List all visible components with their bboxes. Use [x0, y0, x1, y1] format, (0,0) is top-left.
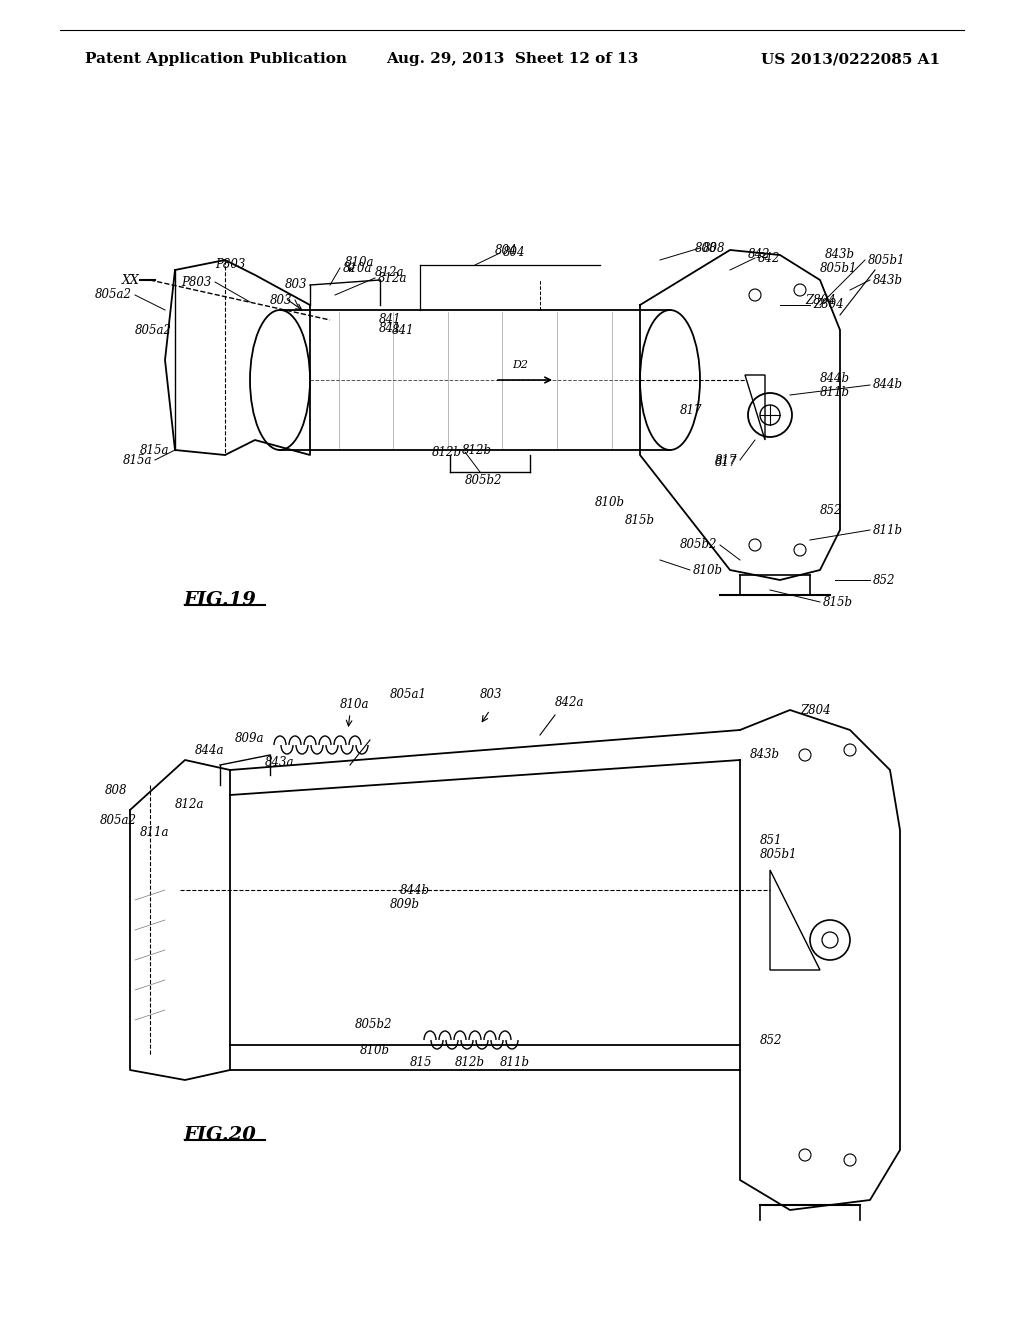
Text: 810a: 810a [345, 256, 375, 268]
Text: 812b: 812b [455, 1056, 485, 1068]
Text: 812a: 812a [175, 797, 205, 810]
Text: 805b2: 805b2 [465, 474, 503, 487]
Text: US 2013/0222085 A1: US 2013/0222085 A1 [761, 53, 940, 66]
Text: 811b: 811b [500, 1056, 530, 1068]
Text: P803: P803 [215, 259, 246, 272]
Text: 852: 852 [820, 503, 843, 516]
Text: 817: 817 [715, 454, 737, 466]
Text: 812b: 812b [462, 444, 492, 457]
Text: 809b: 809b [390, 899, 420, 912]
Text: 805b1: 805b1 [820, 261, 857, 275]
Text: 808: 808 [703, 242, 725, 255]
Text: FIG.19: FIG.19 [183, 591, 256, 609]
Text: 842: 842 [748, 248, 770, 261]
Text: 803: 803 [285, 279, 307, 292]
Text: Z804: Z804 [813, 298, 844, 312]
Text: 841: 841 [379, 322, 401, 334]
Text: 817: 817 [680, 404, 702, 417]
Text: 842a: 842a [555, 696, 585, 709]
Text: 803: 803 [269, 293, 292, 306]
Text: 844b: 844b [873, 379, 903, 392]
Text: 805a2: 805a2 [135, 323, 172, 337]
Text: 810b: 810b [595, 495, 625, 508]
Text: 805b2: 805b2 [680, 539, 717, 552]
Text: 843b: 843b [750, 748, 780, 762]
Text: 811b: 811b [873, 524, 903, 536]
Text: 844b: 844b [820, 371, 850, 384]
Text: Z804: Z804 [800, 704, 830, 717]
Text: 805a2: 805a2 [100, 813, 137, 826]
Text: 815a: 815a [140, 444, 170, 457]
Text: 812a: 812a [375, 265, 404, 279]
Text: 851: 851 [760, 833, 782, 846]
Text: 844a: 844a [195, 743, 224, 756]
Text: D2: D2 [512, 360, 528, 370]
Text: 843b: 843b [873, 273, 903, 286]
Text: 812b: 812b [432, 446, 462, 458]
Text: 852: 852 [873, 573, 896, 586]
Text: 805a1: 805a1 [390, 689, 427, 701]
Text: Patent Application Publication: Patent Application Publication [85, 53, 347, 66]
Text: 808: 808 [695, 242, 718, 255]
Text: 841: 841 [379, 313, 401, 326]
Text: 804: 804 [495, 243, 517, 256]
Text: 815: 815 [410, 1056, 432, 1068]
Text: 805b2: 805b2 [355, 1018, 392, 1031]
Text: 815b: 815b [823, 595, 853, 609]
Text: 810a: 810a [343, 261, 373, 275]
Text: 803: 803 [480, 688, 503, 701]
Text: 812a: 812a [378, 272, 408, 285]
Text: 815a: 815a [123, 454, 152, 466]
Text: 808: 808 [105, 784, 128, 796]
Text: 811b: 811b [820, 385, 850, 399]
Text: 805b1: 805b1 [760, 849, 798, 862]
Text: 852: 852 [760, 1034, 782, 1047]
Text: 841: 841 [392, 323, 415, 337]
Text: 809a: 809a [234, 731, 264, 744]
Text: 810a: 810a [340, 698, 370, 711]
Text: 817: 817 [715, 457, 737, 470]
Text: 804: 804 [503, 247, 525, 260]
Text: 805a2: 805a2 [95, 289, 132, 301]
Text: FIG.20: FIG.20 [183, 1126, 256, 1144]
Text: 810b: 810b [693, 564, 723, 577]
Text: XX: XX [122, 273, 140, 286]
Text: Z804: Z804 [805, 293, 836, 306]
Text: 811a: 811a [140, 825, 170, 838]
Text: 805b1: 805b1 [868, 253, 905, 267]
Text: 815b: 815b [625, 513, 655, 527]
Text: 844b: 844b [400, 883, 430, 896]
Text: 843b: 843b [825, 248, 855, 261]
Text: Aug. 29, 2013  Sheet 12 of 13: Aug. 29, 2013 Sheet 12 of 13 [386, 53, 638, 66]
Text: 810b: 810b [360, 1044, 390, 1056]
Text: 842: 842 [758, 252, 780, 264]
Text: P803: P803 [181, 276, 212, 289]
Text: 843a: 843a [265, 755, 295, 768]
